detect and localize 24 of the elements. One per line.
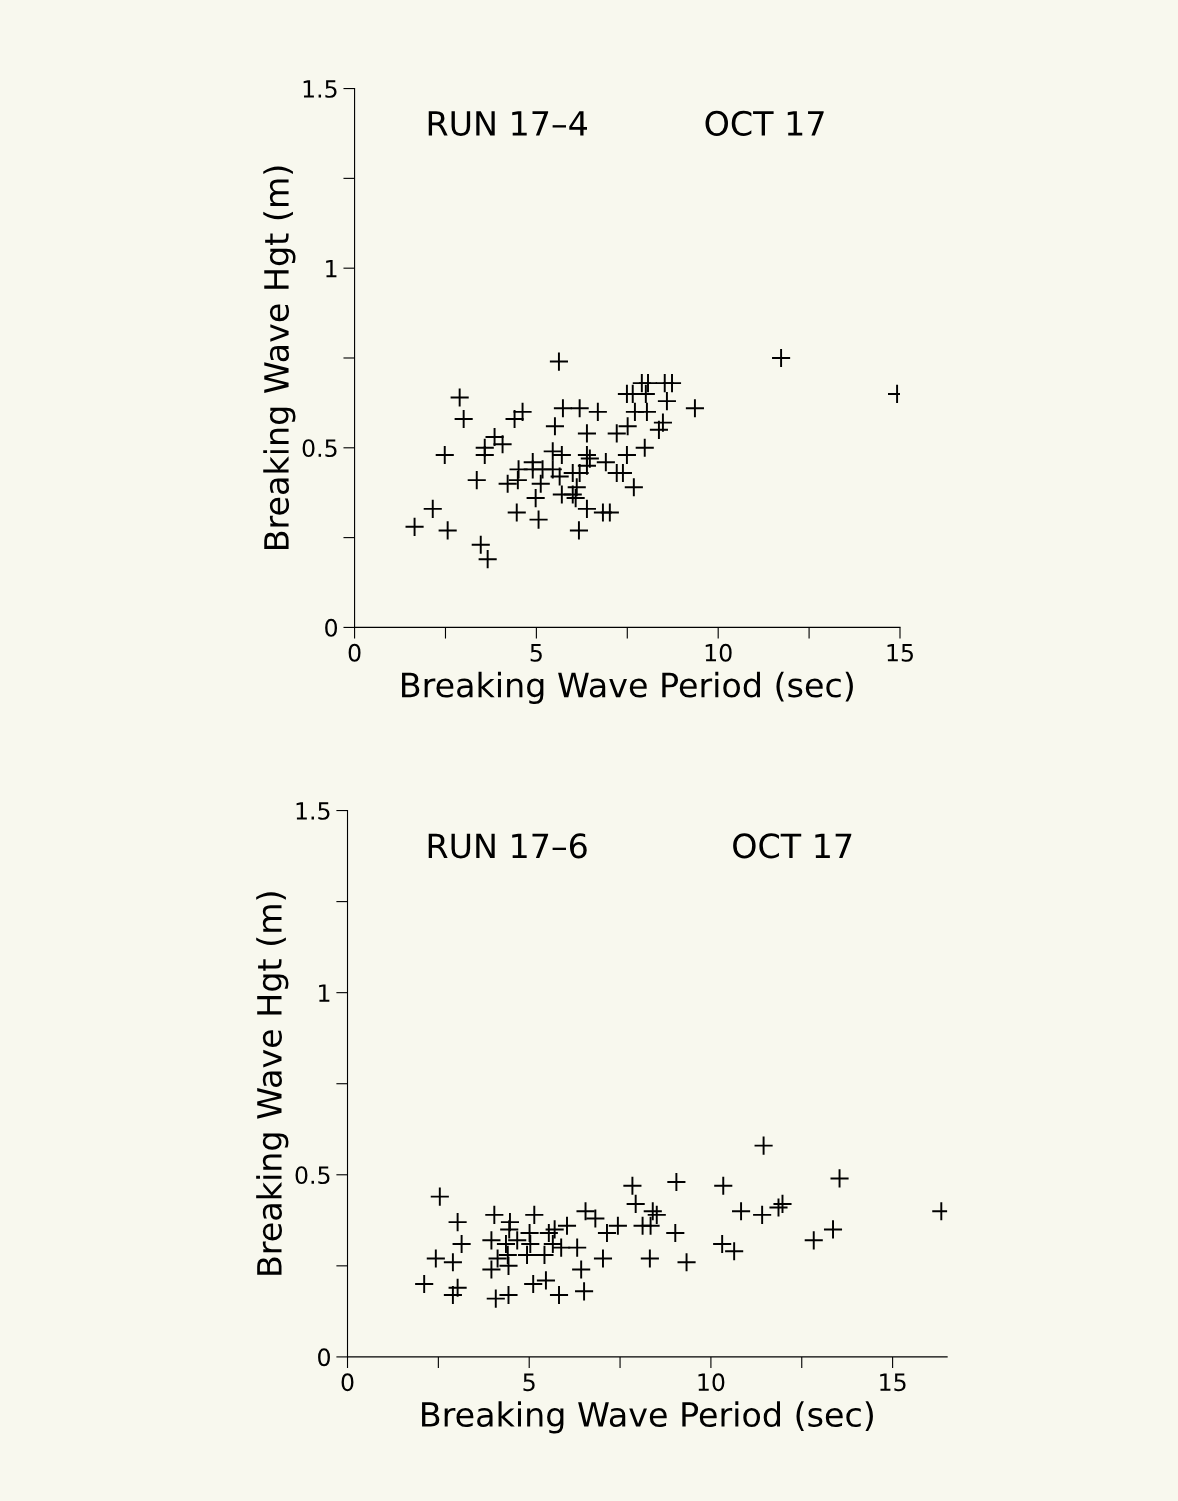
x-tick-label: 15 (887, 644, 913, 662)
annotation: RUN 17–6 (428, 833, 587, 859)
y-tick-label: 1 (319, 984, 330, 1002)
x-tick-label: 5 (530, 644, 542, 662)
y-tick-label: 1.5 (296, 802, 330, 820)
x-tick-label: 10 (705, 643, 732, 662)
x-axis-title: Breaking Wave Period (sec) (402, 671, 853, 705)
y-axis-title: Breaking Wave Hgt (m) (263, 166, 296, 550)
x-tick-label: 15 (880, 1373, 906, 1392)
y-axis-title: Breaking Wave Hgt (m) (256, 892, 289, 1275)
x-tick-label: 5 (523, 1373, 535, 1392)
annotation: OCT 17 (733, 833, 852, 859)
x-axis-title: Breaking Wave Period (sec) (422, 1401, 873, 1434)
y-tick-label: 1.5 (303, 80, 337, 98)
x-tick-label: 10 (698, 1373, 725, 1392)
y-tick-label: 0 (318, 1348, 330, 1367)
y-tick-label: 0.5 (302, 439, 337, 458)
annotation: OCT 17 (705, 110, 824, 136)
annotation: RUN 17–4 (428, 111, 587, 136)
y-tick-label: 0 (325, 618, 338, 637)
x-tick-label: 0 (341, 1373, 354, 1392)
x-tick-label: 0 (348, 643, 361, 662)
y-tick-label: 1 (326, 259, 337, 278)
y-tick-label: 0.5 (295, 1166, 330, 1185)
